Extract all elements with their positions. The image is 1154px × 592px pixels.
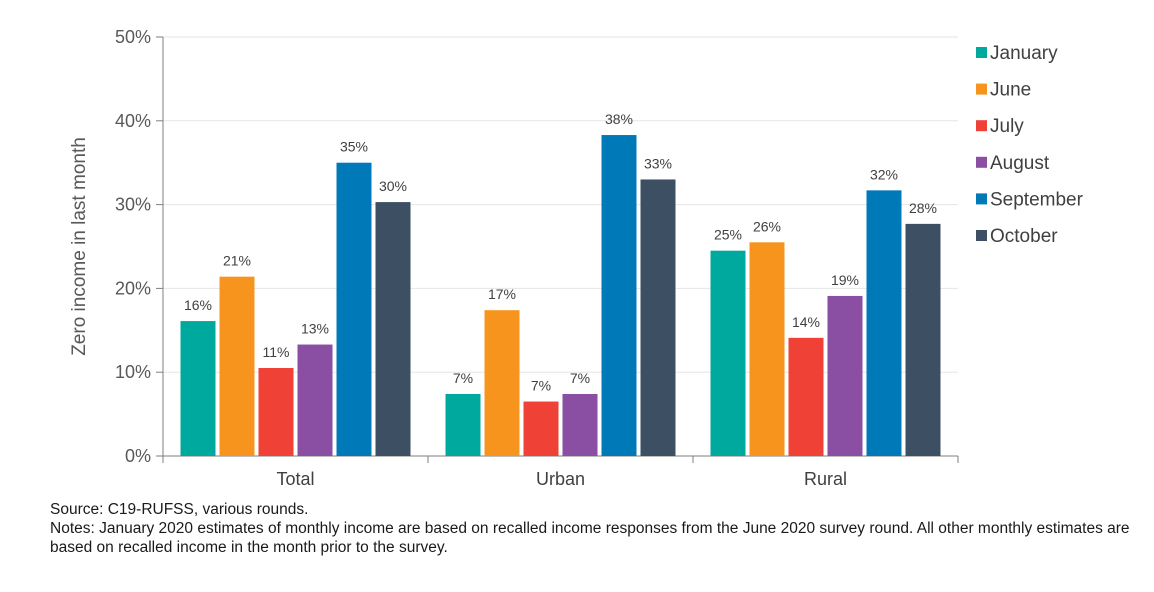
legend-swatch: [976, 120, 987, 132]
bar-chart: 0% 10% 20% 30% 40% 50% Zero income in last mon…: [69, 27, 1084, 489]
data-label: 11%: [263, 344, 290, 360]
data-label: 25%: [714, 227, 742, 243]
data-label: 7%: [453, 370, 473, 386]
y-tick-label: 30%: [115, 195, 151, 215]
legend-label: August: [990, 153, 1050, 174]
bar-june: [749, 242, 785, 456]
bar-july: [523, 401, 559, 456]
y-tick-label: 40%: [115, 111, 151, 131]
data-label: 21%: [223, 253, 251, 269]
data-label: 35%: [340, 139, 368, 155]
y-axis-label: Zero income in last month: [69, 137, 90, 356]
legend-swatch: [976, 47, 987, 58]
legend-label: June: [990, 80, 1031, 101]
methodology-note: Notes: January 2020 estimates of monthly…: [50, 520, 1130, 556]
legend-swatch: [976, 156, 987, 168]
data-label: 14%: [792, 314, 820, 330]
bar-september: [601, 135, 637, 456]
data-label: 7%: [570, 370, 590, 386]
chart-notes: Source: C19-RUFSS, various rounds. Notes…: [50, 500, 1140, 557]
bar-january: [445, 393, 481, 456]
bar-july: [788, 337, 824, 456]
bar-june: [484, 310, 520, 456]
y-tick-label: 20%: [115, 278, 151, 298]
data-label: 33%: [644, 155, 672, 171]
legend-swatch: [976, 83, 987, 95]
legend-swatch: [976, 193, 987, 205]
bar-october: [375, 202, 411, 456]
legend-label: September: [990, 189, 1084, 210]
data-label: 30%: [379, 178, 407, 194]
x-category-label: Rural: [804, 469, 847, 489]
legend-label: January: [990, 43, 1058, 64]
data-label: 13%: [301, 321, 329, 337]
data-label: 17%: [488, 286, 516, 302]
data-label: 32%: [870, 166, 898, 182]
legend-label: July: [990, 116, 1024, 137]
data-label: 16%: [184, 297, 212, 313]
data-label: 28%: [909, 200, 937, 216]
source-note: Source: C19-RUFSS, various rounds.: [50, 501, 309, 518]
bar-august: [297, 344, 333, 456]
y-tick-label: 50%: [115, 27, 151, 47]
data-label: 26%: [753, 218, 781, 234]
bar-october: [640, 179, 676, 456]
bar-october: [905, 223, 941, 456]
legend-swatch: [976, 230, 987, 241]
bar-june: [219, 276, 255, 456]
bar-september: [336, 162, 372, 456]
bar-january: [710, 250, 746, 456]
data-label: 38%: [605, 111, 633, 127]
bar-september: [866, 190, 902, 456]
data-label: 19%: [831, 272, 859, 288]
bar-january: [180, 321, 216, 456]
bar-august: [827, 295, 863, 456]
x-category-label: Urban: [536, 469, 585, 489]
y-tick-label: 0%: [125, 446, 151, 466]
bar-august: [562, 393, 598, 456]
bar-july: [258, 368, 294, 456]
data-label: 7%: [531, 378, 551, 394]
legend-label: October: [990, 226, 1058, 247]
x-category-label: Total: [276, 469, 314, 489]
y-tick-label: 10%: [115, 362, 151, 382]
